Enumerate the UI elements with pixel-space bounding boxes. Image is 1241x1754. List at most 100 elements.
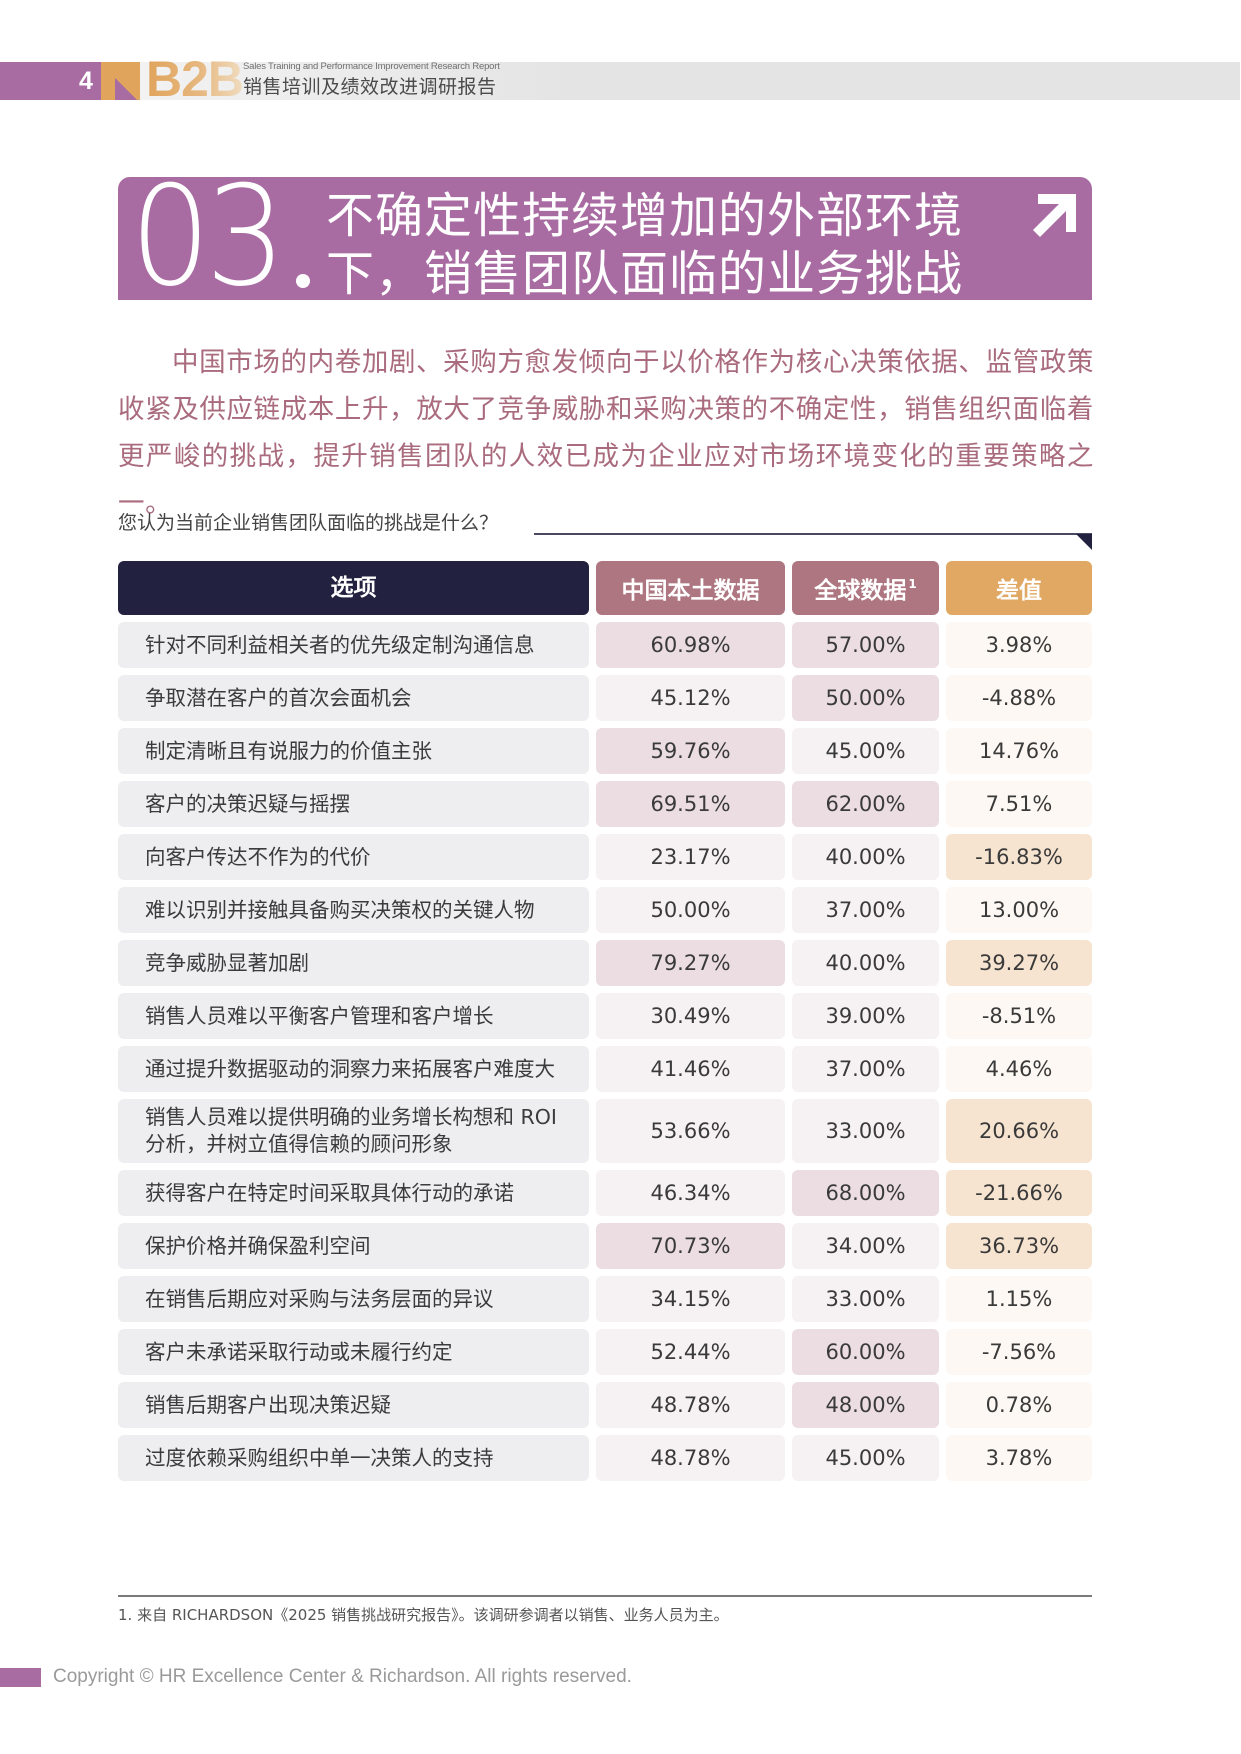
row-diff-value: 3.78% (946, 1435, 1092, 1481)
report-subtitle-en: Sales Training and Performance Improveme… (243, 61, 500, 72)
row-diff-value: 39.27% (946, 940, 1092, 986)
row-global-value: 37.00% (792, 1046, 939, 1092)
row-diff-value: 0.78% (946, 1382, 1092, 1428)
row-china-value: 34.15% (596, 1276, 785, 1322)
question-corner-triangle (1076, 534, 1092, 550)
copyright-accent-block (0, 1668, 41, 1687)
row-global-value: 33.00% (792, 1099, 939, 1163)
row-global-value: 45.00% (792, 728, 939, 774)
row-global-value: 33.00% (792, 1276, 939, 1322)
header-option: 选项 (118, 561, 589, 615)
row-china-value: 70.73% (596, 1223, 785, 1269)
row-diff-value: 14.76% (946, 728, 1092, 774)
header-difference: 差值 (946, 561, 1092, 615)
section-number-dot (296, 274, 310, 288)
footnote-divider (118, 1595, 1092, 1597)
row-global-value: 48.00% (792, 1382, 939, 1428)
row-global-value: 40.00% (792, 834, 939, 880)
table-body: 针对不同利益相关者的优先级定制沟通信息 60.98% 57.00% 3.98% … (118, 622, 1092, 1481)
row-option: 竞争威胁显著加剧 (118, 940, 589, 986)
row-china-value: 48.78% (596, 1435, 785, 1481)
row-china-value: 48.78% (596, 1382, 785, 1428)
row-option: 销售人员难以提供明确的业务增长构想和 ROI 分析，并树立值得信赖的顾问形象 (118, 1099, 589, 1163)
row-option: 销售后期客户出现决策迟疑 (118, 1382, 589, 1428)
row-china-value: 41.46% (596, 1046, 785, 1092)
row-option: 过度依赖采购组织中单一决策人的支持 (118, 1435, 589, 1481)
question-underline (534, 533, 1092, 535)
row-diff-value: -7.56% (946, 1329, 1092, 1375)
row-option: 获得客户在特定时间采取具体行动的承诺 (118, 1170, 589, 1216)
table-row: 客户未承诺采取行动或未履行约定 52.44% 60.00% -7.56% (118, 1329, 1092, 1375)
row-china-value: 45.12% (596, 675, 785, 721)
table-row: 难以识别并接触具备购买决策权的关键人物 50.00% 37.00% 13.00% (118, 887, 1092, 933)
row-global-value: 37.00% (792, 887, 939, 933)
table-row: 竞争威胁显著加剧 79.27% 40.00% 39.27% (118, 940, 1092, 986)
row-diff-value: 3.98% (946, 622, 1092, 668)
row-option: 销售人员难以平衡客户管理和客户增长 (118, 993, 589, 1039)
row-global-value: 68.00% (792, 1170, 939, 1216)
row-china-value: 53.66% (596, 1099, 785, 1163)
row-diff-value: 20.66% (946, 1099, 1092, 1163)
row-option: 在销售后期应对采购与法务层面的异议 (118, 1276, 589, 1322)
row-global-value: 45.00% (792, 1435, 939, 1481)
table-row: 制定清晰且有说服力的价值主张 59.76% 45.00% 14.76% (118, 728, 1092, 774)
table-row: 客户的决策迟疑与摇摆 69.51% 62.00% 7.51% (118, 781, 1092, 827)
table-row: 销售人员难以提供明确的业务增长构想和 ROI 分析，并树立值得信赖的顾问形象 5… (118, 1099, 1092, 1163)
row-diff-value: 13.00% (946, 887, 1092, 933)
row-option: 向客户传达不作为的代价 (118, 834, 589, 880)
row-china-value: 52.44% (596, 1329, 785, 1375)
intro-paragraph: 中国市场的内卷加剧、采购方愈发倾向于以价格作为核心决策依据、监管政策收紧及供应链… (118, 347, 1094, 519)
row-option: 保护价格并确保盈利空间 (118, 1223, 589, 1269)
row-option: 制定清晰且有说服力的价值主张 (118, 728, 589, 774)
row-global-value: 60.00% (792, 1329, 939, 1375)
section-title: 不确定性持续增加的外部环境 下，销售团队面临的业务挑战 (326, 187, 963, 303)
page-number: 4 (79, 67, 93, 95)
row-diff-value: 4.46% (946, 1046, 1092, 1092)
row-china-value: 46.34% (596, 1170, 785, 1216)
survey-question: 您认为当前企业销售团队面临的挑战是什么？ (118, 512, 499, 534)
row-option: 难以识别并接触具备购买决策权的关键人物 (118, 887, 589, 933)
row-option: 客户未承诺采取行动或未履行约定 (118, 1329, 589, 1375)
footnote: 1. 来自 RICHARDSON《2025 销售挑战研究报告》。该调研参调者以销… (118, 1606, 729, 1624)
row-global-value: 40.00% (792, 940, 939, 986)
row-diff-value: 36.73% (946, 1223, 1092, 1269)
row-option-line2: 分析，并树立值得信赖的顾问形象 (145, 1132, 453, 1156)
row-global-value: 34.00% (792, 1223, 939, 1269)
row-global-value: 39.00% (792, 993, 939, 1039)
row-china-value: 79.27% (596, 940, 785, 986)
row-global-value: 62.00% (792, 781, 939, 827)
section-title-line2: 下，销售团队面临的业务挑战 (326, 246, 964, 302)
row-diff-value: -4.88% (946, 675, 1092, 721)
report-subtitle-cn: 销售培训及绩效改进调研报告 (243, 76, 497, 98)
challenges-table: 选项 中国本土数据 全球数据 1 差值 针对不同利益相关者的优先级定制沟通信息 6… (118, 561, 1092, 1488)
row-option: 争取潜在客户的首次会面机会 (118, 675, 589, 721)
header-bar (140, 62, 1240, 100)
row-diff-value: -8.51% (946, 993, 1092, 1039)
table-row: 获得客户在特定时间采取具体行动的承诺 46.34% 68.00% -21.66% (118, 1170, 1092, 1216)
row-china-value: 30.49% (596, 993, 785, 1039)
table-row: 销售后期客户出现决策迟疑 48.78% 48.00% 0.78% (118, 1382, 1092, 1428)
row-diff-value: 1.15% (946, 1276, 1092, 1322)
table-row: 争取潜在客户的首次会面机会 45.12% 50.00% -4.88% (118, 675, 1092, 721)
header-china-data: 中国本土数据 (596, 561, 785, 615)
row-global-value: 57.00% (792, 622, 939, 668)
row-option: 针对不同利益相关者的优先级定制沟通信息 (118, 622, 589, 668)
section-title-line1: 不确定性持续增加的外部环境 (326, 188, 964, 244)
arrow-up-right-icon (1033, 194, 1076, 237)
row-china-value: 69.51% (596, 781, 785, 827)
row-diff-value: -21.66% (946, 1170, 1092, 1216)
row-option-line1: 销售人员难以提供明确的业务增长构想和 ROI (145, 1105, 557, 1129)
row-china-value: 50.00% (596, 887, 785, 933)
table-row: 过度依赖采购组织中单一决策人的支持 48.78% 45.00% 3.78% (118, 1435, 1092, 1481)
table-row: 保护价格并确保盈利空间 70.73% 34.00% 36.73% (118, 1223, 1092, 1269)
row-diff-value: 7.51% (946, 781, 1092, 827)
row-option: 客户的决策迟疑与摇摆 (118, 781, 589, 827)
footnote-marker: 1 (908, 577, 917, 591)
row-global-value: 50.00% (792, 675, 939, 721)
table-row: 在销售后期应对采购与法务层面的异议 34.15% 33.00% 1.15% (118, 1276, 1092, 1322)
table-row: 通过提升数据驱动的洞察力来拓展客户难度大 41.46% 37.00% 4.46% (118, 1046, 1092, 1092)
b2b-logo: B2B (146, 51, 244, 107)
table-header-row: 选项 中国本土数据 全球数据 1 差值 (118, 561, 1092, 615)
header-global-data: 全球数据 1 (792, 561, 939, 615)
row-china-value: 23.17% (596, 834, 785, 880)
